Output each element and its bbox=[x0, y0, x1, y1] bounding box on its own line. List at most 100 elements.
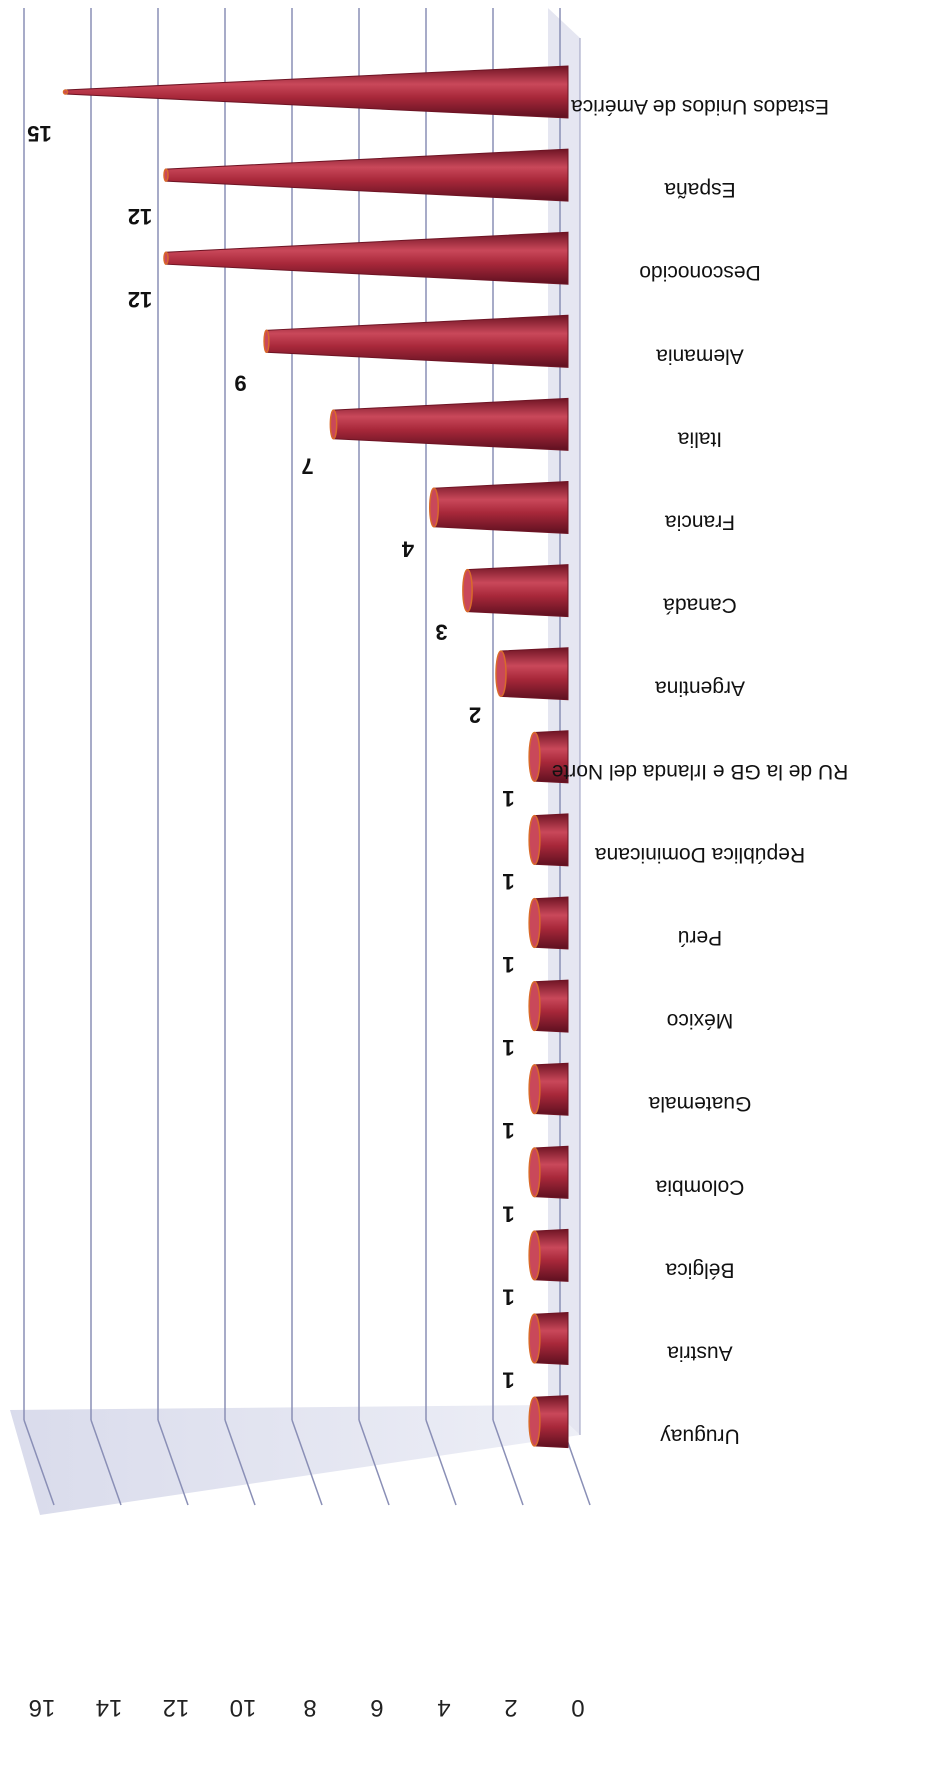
chart-walls bbox=[10, 8, 581, 1515]
back-wall bbox=[10, 1405, 580, 1515]
bar-tip bbox=[528, 1230, 541, 1281]
category-label: Italia bbox=[678, 427, 723, 450]
bar-16 bbox=[528, 1311, 569, 1366]
bar-tip bbox=[528, 1064, 541, 1115]
category-label: Estados Unidos de América bbox=[571, 95, 829, 118]
bar-12 bbox=[528, 979, 569, 1033]
gridline-wall-14 bbox=[90, 1419, 122, 1506]
tick-label-8: 8 bbox=[303, 1694, 316, 1721]
data-label: 12 bbox=[128, 204, 152, 229]
bar-1 bbox=[62, 65, 569, 119]
gridline-wall-6 bbox=[358, 1419, 390, 1506]
value-axis: 0 2 4 6 8 10 12 14 16 bbox=[29, 1694, 585, 1721]
data-label: 1 bbox=[502, 952, 514, 977]
data-label: 2 bbox=[469, 703, 481, 728]
bar-tip bbox=[528, 1147, 541, 1198]
category-label: Guatemala bbox=[648, 1092, 751, 1115]
category-label: República Dominicana bbox=[595, 843, 805, 866]
category-label: Perú bbox=[678, 926, 722, 949]
bar-tip bbox=[263, 329, 270, 354]
bar-tip bbox=[428, 487, 440, 528]
bar-tip bbox=[528, 814, 541, 865]
gridline-wall-16 bbox=[23, 1419, 55, 1506]
bar-tip bbox=[528, 1313, 541, 1364]
tick-label-10: 10 bbox=[230, 1694, 257, 1721]
bar-body bbox=[266, 314, 569, 368]
gridline-wall-2 bbox=[492, 1419, 524, 1506]
bar-tip bbox=[163, 251, 169, 265]
bar-14 bbox=[528, 1145, 569, 1199]
gridline-wall-8 bbox=[291, 1419, 323, 1506]
tick-label-12: 12 bbox=[163, 1694, 190, 1721]
category-label: Francia bbox=[665, 511, 735, 534]
bars bbox=[62, 65, 569, 1449]
bar-tip bbox=[528, 1396, 541, 1447]
bar-body bbox=[500, 647, 569, 701]
data-label: 12 bbox=[128, 287, 152, 312]
category-label: Alemania bbox=[656, 344, 744, 367]
bar-9 bbox=[528, 730, 569, 784]
data-labels: 15 12 12 9 7 4 3 2 1 1 1 1 1 1 1 1 bbox=[27, 121, 514, 1393]
data-label: 9 bbox=[234, 370, 246, 395]
bar-7 bbox=[462, 564, 569, 618]
gridline-wall-4 bbox=[425, 1419, 457, 1506]
gridlines bbox=[23, 8, 591, 1506]
bar-body bbox=[165, 148, 569, 202]
bar-17 bbox=[528, 1395, 569, 1449]
data-label: 1 bbox=[502, 869, 514, 894]
bar-8 bbox=[495, 647, 569, 701]
category-label: RU de la GB e Irlanda del Norte bbox=[552, 760, 848, 783]
data-label: 1 bbox=[502, 1368, 514, 1393]
data-label: 1 bbox=[502, 1201, 514, 1226]
category-label: México bbox=[667, 1009, 734, 1032]
gridline-wall-12 bbox=[157, 1419, 189, 1506]
bar-tip bbox=[528, 897, 541, 949]
tick-label-0: 0 bbox=[571, 1694, 584, 1721]
category-label: Colombia bbox=[655, 1175, 744, 1198]
data-label: 7 bbox=[301, 453, 313, 478]
bar-body bbox=[165, 231, 569, 285]
bar-2 bbox=[163, 148, 569, 202]
data-label: 1 bbox=[502, 1284, 514, 1309]
bar-11 bbox=[528, 896, 569, 950]
bar-tip bbox=[163, 168, 169, 182]
bar-6 bbox=[428, 480, 569, 535]
data-label: 1 bbox=[502, 786, 514, 811]
category-label: Austria bbox=[667, 1342, 733, 1365]
bar-body bbox=[333, 397, 569, 451]
gridline-wall-10 bbox=[224, 1419, 256, 1506]
category-axis: Estados Unidos de América España Desconoci… bbox=[552, 95, 848, 1448]
tick-label-4: 4 bbox=[437, 1694, 450, 1721]
bar-10 bbox=[528, 813, 569, 867]
bar-5 bbox=[329, 397, 569, 451]
category-label: Canadá bbox=[663, 594, 737, 617]
bar-tip bbox=[62, 89, 69, 95]
tick-label-14: 14 bbox=[96, 1694, 123, 1721]
bar-body bbox=[467, 564, 569, 618]
tick-label-2: 2 bbox=[504, 1694, 517, 1721]
bar-13 bbox=[528, 1062, 569, 1116]
bar-15 bbox=[528, 1228, 569, 1282]
category-label: Desconocido bbox=[639, 261, 760, 284]
category-label: Uruguay bbox=[660, 1425, 740, 1448]
category-label: Bélgica bbox=[665, 1258, 734, 1281]
category-label: Argentina bbox=[655, 677, 745, 700]
bar-tip bbox=[462, 568, 473, 613]
data-label: 1 bbox=[502, 1118, 514, 1143]
category-label: España bbox=[664, 178, 736, 201]
bar-tip bbox=[528, 981, 541, 1032]
tick-label-6: 6 bbox=[370, 1694, 383, 1721]
bar-4 bbox=[263, 314, 569, 368]
data-label: 3 bbox=[435, 620, 447, 645]
tick-label-16: 16 bbox=[29, 1694, 56, 1721]
data-label: 15 bbox=[27, 121, 51, 146]
bar-tip bbox=[329, 409, 338, 440]
bar-tip bbox=[495, 650, 507, 698]
bar-3 bbox=[163, 231, 569, 285]
floor-wall bbox=[548, 8, 580, 1435]
data-label: 1 bbox=[502, 1035, 514, 1060]
bar-body bbox=[65, 65, 569, 119]
bar-tip bbox=[528, 731, 541, 782]
